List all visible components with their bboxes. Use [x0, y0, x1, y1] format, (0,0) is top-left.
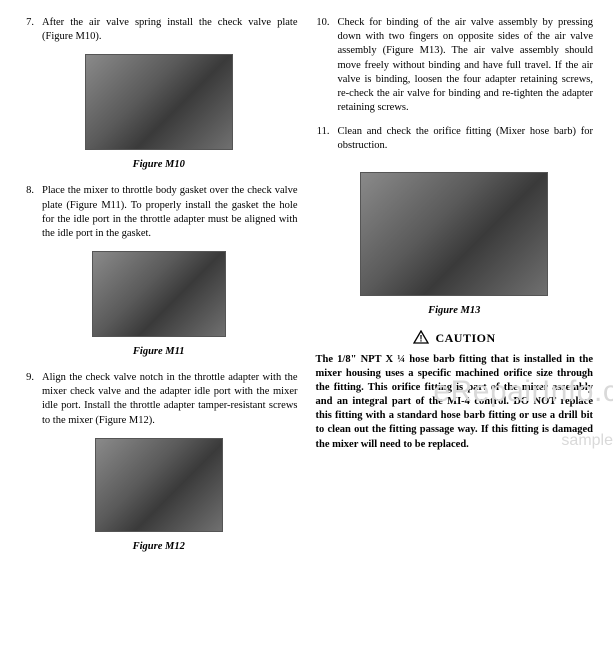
figure-m10-caption: Figure M10: [20, 159, 298, 170]
step-number: 11.: [316, 125, 338, 153]
figure-m13-image: [360, 172, 548, 296]
figure-m13: Figure M13: [316, 172, 594, 316]
caution-label: CAUTION: [435, 331, 495, 345]
step-text: After the air valve spring install the c…: [42, 16, 298, 44]
step-number: 8.: [20, 184, 42, 241]
figure-m12: Figure M12: [20, 438, 298, 552]
figure-m11-image: [92, 251, 226, 337]
step-7: 7. After the air valve spring install th…: [20, 16, 298, 44]
figure-m12-image: [95, 438, 223, 532]
step-11: 11. Clean and check the orifice fitting …: [316, 125, 594, 153]
figure-m10: Figure M10: [20, 54, 298, 170]
figure-m11: Figure M11: [20, 251, 298, 357]
step-text: Place the mixer to throttle body gasket …: [42, 184, 298, 241]
svg-text:!: !: [419, 333, 422, 343]
left-column: 7. After the air valve spring install th…: [20, 16, 298, 566]
step-number: 7.: [20, 16, 42, 44]
figure-m10-image: [85, 54, 233, 150]
step-text: Check for binding of the air valve assem…: [338, 16, 594, 115]
step-10: 10. Check for binding of the air valve a…: [316, 16, 594, 115]
step-9: 9. Align the check valve notch in the th…: [20, 371, 298, 428]
step-number: 10.: [316, 16, 338, 115]
warning-triangle-icon: !: [413, 330, 429, 347]
step-number: 9.: [20, 371, 42, 428]
figure-m11-caption: Figure M11: [20, 346, 298, 357]
step-8: 8. Place the mixer to throttle body gask…: [20, 184, 298, 241]
step-text: Align the check valve notch in the throt…: [42, 371, 298, 428]
right-column: 10. Check for binding of the air valve a…: [316, 16, 594, 566]
figure-m13-caption: Figure M13: [316, 305, 594, 316]
figure-m12-caption: Figure M12: [20, 541, 298, 552]
caution-body: The 1/8" NPT X ¼ hose barb fitting that …: [316, 353, 594, 452]
page-container: 7. After the air valve spring install th…: [0, 0, 613, 582]
step-text: Clean and check the orifice fitting (Mix…: [338, 125, 594, 153]
caution-box: ! CAUTION The 1/8" NPT X ¼ hose barb fit…: [316, 330, 594, 452]
caution-header: ! CAUTION: [316, 330, 594, 347]
